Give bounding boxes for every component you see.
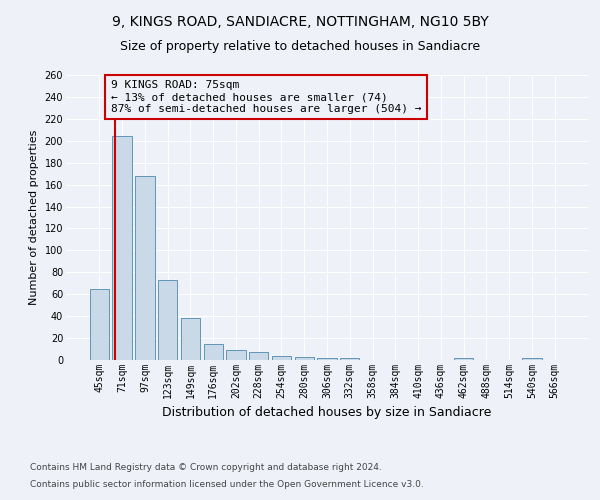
Text: Size of property relative to detached houses in Sandiacre: Size of property relative to detached ho… (120, 40, 480, 53)
X-axis label: Distribution of detached houses by size in Sandiacre: Distribution of detached houses by size … (163, 406, 491, 420)
Text: 9, KINGS ROAD, SANDIACRE, NOTTINGHAM, NG10 5BY: 9, KINGS ROAD, SANDIACRE, NOTTINGHAM, NG… (112, 15, 488, 29)
Bar (181, 318, 200, 360)
Bar (135, 176, 155, 360)
Bar (90, 289, 109, 360)
Bar (295, 356, 314, 360)
Bar (340, 358, 359, 360)
Bar (317, 358, 337, 360)
Bar (249, 352, 268, 360)
Text: 9 KINGS ROAD: 75sqm
← 13% of detached houses are smaller (74)
87% of semi-detach: 9 KINGS ROAD: 75sqm ← 13% of detached ho… (111, 80, 421, 114)
Bar (203, 344, 223, 360)
Text: Contains public sector information licensed under the Open Government Licence v3: Contains public sector information licen… (30, 480, 424, 489)
Y-axis label: Number of detached properties: Number of detached properties (29, 130, 39, 305)
Bar (454, 358, 473, 360)
Bar (112, 136, 132, 360)
Bar (272, 356, 291, 360)
Bar (522, 358, 542, 360)
Text: Contains HM Land Registry data © Crown copyright and database right 2024.: Contains HM Land Registry data © Crown c… (30, 464, 382, 472)
Bar (226, 350, 245, 360)
Bar (158, 280, 178, 360)
